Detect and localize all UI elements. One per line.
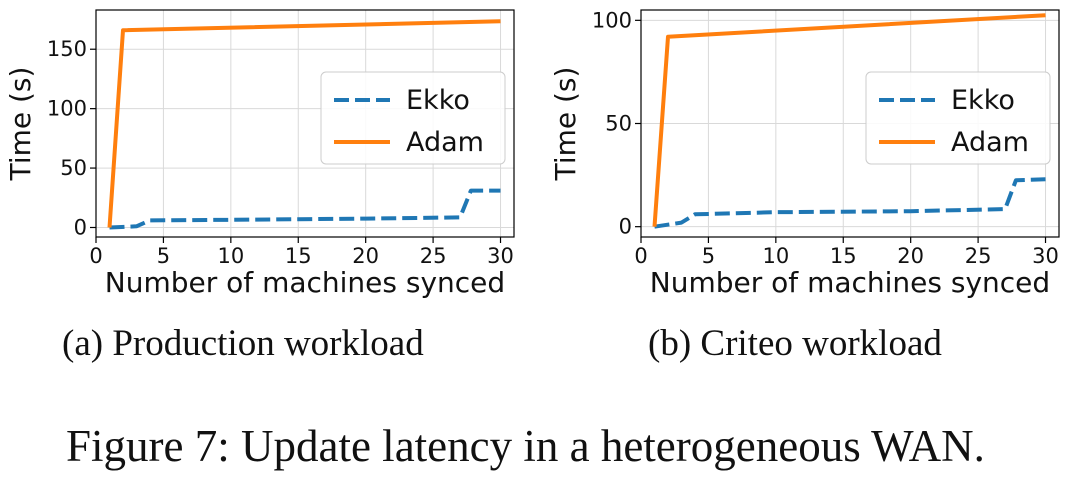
x-tick-label: 30 bbox=[1032, 244, 1059, 268]
chart-panel-production: 0 5 10 15 20 25 30 0 50 100 150 Number of machines … bbox=[0, 0, 535, 305]
series-line-ekko bbox=[654, 177, 1046, 229]
x-tick-label: 30 bbox=[487, 244, 514, 268]
x-tick-label: 15 bbox=[285, 244, 312, 268]
figure-caption: Figure 7: Update latency in a heterogene… bbox=[66, 421, 985, 471]
x-tick-label: 25 bbox=[420, 244, 447, 268]
x-tick-label: 10 bbox=[762, 244, 789, 268]
x-axis-label: Number of machines synced bbox=[650, 266, 1050, 299]
legend-label-adam: Adam bbox=[951, 127, 1029, 158]
chart-production-workload: 0 5 10 15 20 25 30 0 50 100 150 Number of machines … bbox=[4, 9, 515, 299]
legend-label-adam: Adam bbox=[406, 127, 484, 158]
y-tick-label: 100 bbox=[47, 97, 87, 121]
y-tick-label: 0 bbox=[74, 215, 87, 239]
y-tick-label: 50 bbox=[605, 112, 632, 136]
x-tick-label: 5 bbox=[702, 244, 715, 268]
legend: Ekko Adam bbox=[320, 71, 506, 165]
series-line-adam bbox=[107, 19, 501, 228]
x-tick-label: 0 bbox=[634, 244, 647, 268]
x-tick-label: 25 bbox=[965, 244, 992, 268]
subcaption-production: (a) Production workload bbox=[62, 323, 424, 364]
y-tick-label: 100 bbox=[592, 8, 632, 32]
y-tick-label: 150 bbox=[47, 37, 87, 61]
series-line-ekko bbox=[109, 188, 501, 230]
plot-frame bbox=[95, 9, 515, 238]
x-axis-label: Number of machines synced bbox=[105, 266, 505, 299]
chart-panel-criteo: 0 5 10 15 20 25 30 0 50 100 Number of machines syn… bbox=[545, 0, 1080, 305]
subcaption-criteo: (b) Criteo workload bbox=[648, 323, 942, 364]
x-tick-label: 20 bbox=[352, 244, 379, 268]
y-axis-label: Time (s) bbox=[549, 67, 582, 182]
legend: Ekko Adam bbox=[865, 71, 1051, 165]
legend-label-ekko: Ekko bbox=[406, 85, 470, 116]
x-tick-label: 20 bbox=[897, 244, 924, 268]
legend-label-ekko: Ekko bbox=[951, 85, 1015, 116]
y-tick-label: 0 bbox=[619, 215, 632, 239]
x-tick-label: 5 bbox=[157, 244, 170, 268]
x-tick-label: 0 bbox=[89, 244, 102, 268]
x-tick-label: 10 bbox=[217, 244, 244, 268]
x-tick-label: 15 bbox=[830, 244, 857, 268]
y-axis-label: Time (s) bbox=[4, 67, 37, 182]
chart-criteo-workload: 0 5 10 15 20 25 30 0 50 100 Number of machines syn… bbox=[549, 8, 1060, 299]
y-tick-label: 50 bbox=[60, 156, 87, 180]
series-line-adam bbox=[652, 13, 1046, 227]
